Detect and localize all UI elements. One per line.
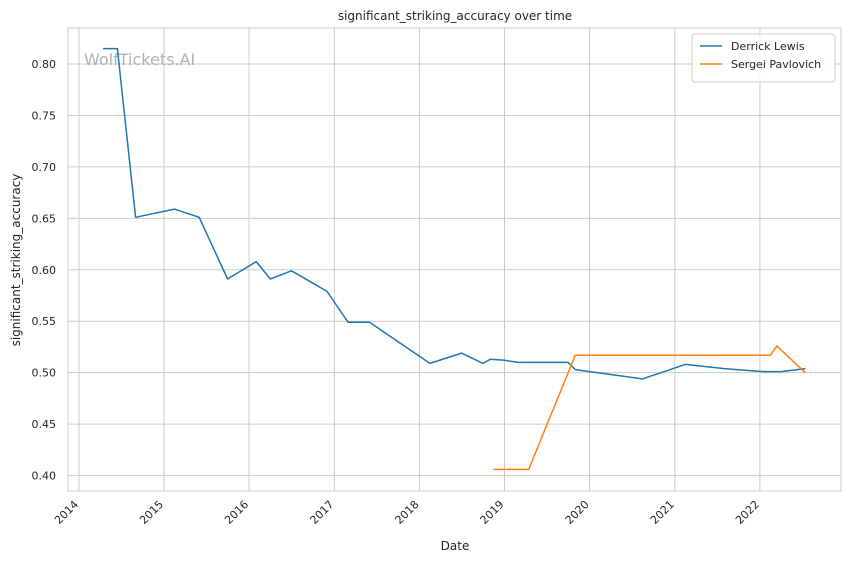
plot-area (67, 27, 842, 492)
legend: Derrick Lewis Sergei Pavlovich (691, 33, 836, 83)
y-tick-label: 0.75 (32, 109, 57, 122)
y-axis-ticks: 0.40 0.45 0.50 0.55 0.60 0.65 0.70 0.75 0.80 (32, 58, 57, 483)
y-tick-label: 0.80 (32, 58, 57, 71)
y-tick-label: 0.55 (32, 315, 57, 328)
legend-box (691, 33, 836, 83)
legend-label: Derrick Lewis (731, 40, 805, 53)
series-line-derrick-lewis (103, 47, 806, 380)
y-tick-label: 0.65 (32, 212, 57, 225)
watermark: WolfTickets.AI (84, 50, 195, 69)
y-axis-label: significant_striking_accuracy (9, 174, 23, 347)
chart-title: significant_striking_accuracy over time (338, 9, 572, 23)
y-tick-label: 0.40 (32, 470, 57, 483)
y-tick-label: 0.60 (32, 264, 57, 277)
y-tick-label: 0.70 (32, 161, 57, 174)
gridlines (68, 28, 841, 491)
y-tick-label: 0.45 (32, 418, 57, 431)
x-axis-label: Date (441, 539, 470, 553)
legend-label: Sergei Pavlovich (731, 58, 821, 71)
series-lines (103, 47, 806, 471)
series-line-sergei-pavlovich (493, 345, 806, 471)
y-tick-label: 0.50 (32, 367, 57, 380)
